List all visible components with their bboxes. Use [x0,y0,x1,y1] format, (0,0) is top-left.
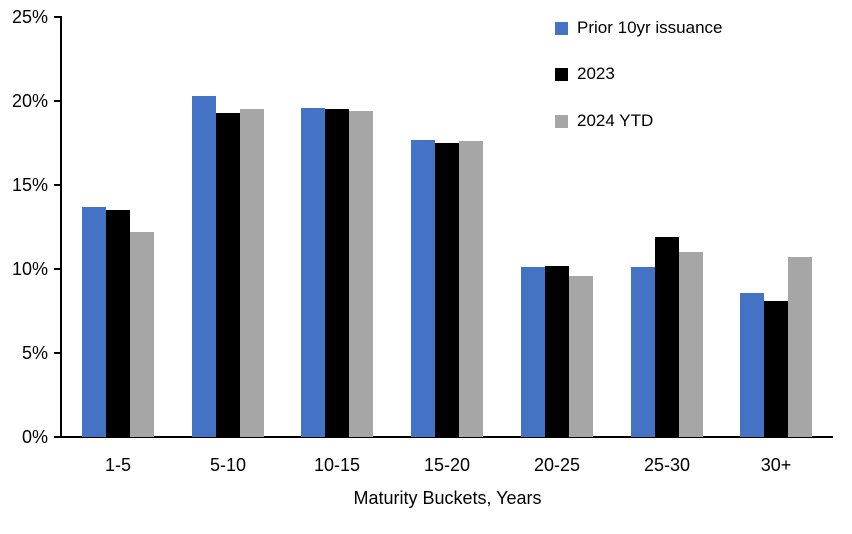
y-axis-tick [54,16,61,18]
bar-series-2-cat-3 [459,141,483,437]
bar-series-0-cat-5 [631,267,655,437]
y-axis-line [60,16,62,438]
bar-series-0-cat-0 [82,207,106,437]
legend-item: Prior 10yr issuance [555,18,723,38]
bar-series-2-cat-0 [130,232,154,437]
x-axis-tick-label: 5-10 [209,455,247,475]
x-axis-line [60,436,833,438]
bar-series-0-cat-2 [301,108,325,437]
legend-label: Prior 10yr issuance [577,18,723,37]
bar-series-1-cat-4 [545,266,569,437]
bar-series-2-cat-6 [788,257,812,437]
bar-series-0-cat-6 [740,293,764,437]
bar-series-1-cat-0 [106,210,130,437]
bar-series-2-cat-1 [240,109,264,437]
y-axis-tick-label: 0% [21,427,48,447]
bar-series-1-cat-1 [216,113,240,437]
bar-series-1-cat-6 [764,301,788,437]
x-axis-tick-label: 20-25 [533,455,581,475]
bar-series-0-cat-3 [411,140,435,437]
legend-swatch-icon [555,21,568,35]
legend-item: 2023 [555,64,615,84]
y-axis-tick-label: 25% [11,7,48,27]
bar-series-0-cat-1 [192,96,216,437]
x-axis-title: Maturity Buckets, Years [353,488,542,508]
legend-item: 2024 YTD [555,111,653,131]
y-axis-tick [54,100,61,102]
y-axis-tick-label: 15% [11,175,48,195]
bar-series-2-cat-4 [569,276,593,437]
y-axis-tick-label: 20% [11,91,48,111]
x-axis-tick-label: 30+ [760,455,792,475]
bar-series-1-cat-2 [325,109,349,437]
x-axis-tick-label: 15-20 [423,455,471,475]
legend-swatch-icon [555,114,568,128]
y-axis-tick-label: 5% [21,343,48,363]
y-axis-tick-label: 10% [11,259,48,279]
x-axis-tick-label: 10-15 [313,455,361,475]
x-axis-tick-label: 1-5 [104,455,131,475]
y-axis-tick [54,436,61,438]
bar-series-1-cat-3 [435,143,459,437]
y-axis-tick [54,268,61,270]
legend-label: 2024 YTD [577,111,654,130]
legend-swatch-icon [555,67,568,81]
bar-series-1-cat-5 [655,237,679,437]
bar-series-2-cat-2 [349,111,373,437]
bar-series-2-cat-5 [679,252,703,437]
legend-label: 2023 [577,64,615,83]
bar-series-0-cat-4 [521,267,545,437]
x-axis-tick-label: 25-30 [643,455,691,475]
y-axis-tick [54,352,61,354]
y-axis-tick [54,184,61,186]
